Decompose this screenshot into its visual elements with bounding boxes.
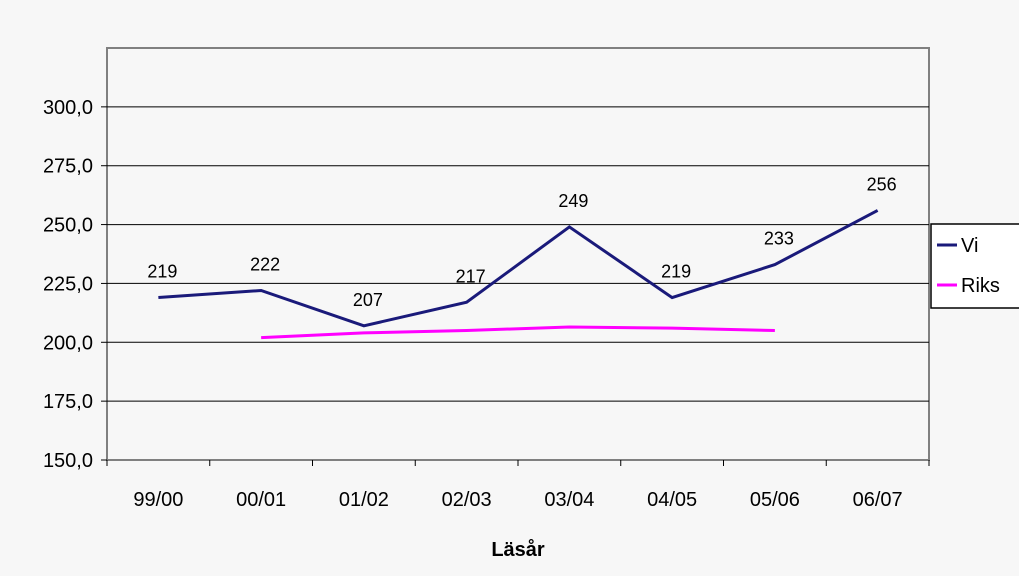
y-tick-label: 150,0 <box>43 450 93 472</box>
data-label: 219 <box>147 262 177 282</box>
grid-lines <box>101 106 930 466</box>
data-label: 233 <box>764 229 794 249</box>
legend-label-vi: Vi <box>961 235 978 257</box>
y-tick-label: 200,0 <box>43 332 93 354</box>
series-line-vi <box>158 209 879 328</box>
x-tick-label: 00/01 <box>236 489 286 511</box>
x-axis-tick-labels: 99/00 00/01 01/02 02/03 03/04 04/05 05/06 06/07 <box>133 489 902 511</box>
y-tick-label: 250,0 <box>43 215 93 237</box>
x-axis-label: Läsår <box>491 538 545 561</box>
y-axis-tick-labels: 150,0 175,0 200,0 225,0 250,0 275,0 300,0 <box>43 97 93 472</box>
x-tick-label: 01/02 <box>339 489 389 511</box>
x-tick-label: 02/03 <box>442 489 492 511</box>
series-line-riks <box>261 325 775 340</box>
plot-area <box>106 47 930 461</box>
legend: Vi Riks <box>930 223 1019 309</box>
data-label: 249 <box>558 191 588 211</box>
data-label: 256 <box>867 174 897 194</box>
data-labels: 219 222 207 217 249 219 233 256 <box>147 174 896 309</box>
x-tick-label: 99/00 <box>133 489 183 511</box>
y-tick-label: 225,0 <box>43 273 93 295</box>
legend-box <box>930 223 1019 309</box>
x-tick-label: 06/07 <box>853 489 903 511</box>
x-tick-label: 04/05 <box>647 489 697 511</box>
x-tick-label: 03/04 <box>544 489 594 511</box>
y-tick-label: 275,0 <box>43 156 93 178</box>
data-label: 207 <box>353 290 383 310</box>
y-tick-label: 175,0 <box>43 391 93 413</box>
y-tick-label: 300,0 <box>43 97 93 119</box>
data-label: 219 <box>661 262 691 282</box>
x-tick-label: 05/06 <box>750 489 800 511</box>
series-lines <box>158 209 879 340</box>
data-label: 217 <box>456 266 486 286</box>
data-label: 222 <box>250 254 280 274</box>
legend-label-riks: Riks <box>961 275 1000 297</box>
